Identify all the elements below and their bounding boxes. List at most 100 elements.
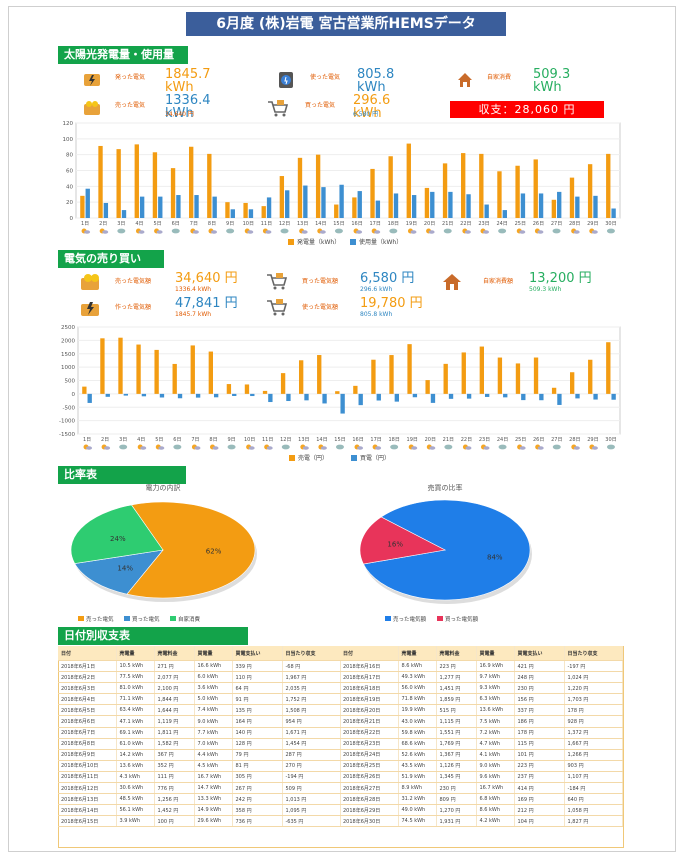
bar-series1 (262, 390, 268, 394)
table-cell: 1,270 円 (436, 804, 477, 817)
bar-series1 (533, 357, 539, 394)
table-cell: 51.9 kWh (398, 771, 437, 784)
table-cell: 9.7 kWh (476, 671, 515, 684)
section-solar-header: 太陽光発電量・使用量 (58, 46, 188, 64)
table-cell: 515 円 (436, 704, 477, 717)
table-cell: 1,115 円 (436, 715, 477, 728)
table-cell: 135 円 (232, 704, 283, 717)
table-cell: 2018年6月22日 (340, 727, 399, 739)
table-cell: 81.0 kWh (116, 682, 155, 695)
table-cell: 14.2 kWh (116, 749, 155, 761)
bar-series2 (430, 191, 435, 218)
table-cell: -194 円 (282, 771, 341, 784)
table-row: 2018年6月21日 43.0 kWh 1,115 円 7.5 kWh 186 円 928… (340, 715, 623, 728)
table-cell: 61.0 kWh (116, 738, 155, 750)
bar-series2 (105, 393, 110, 397)
table-cell: 7.2 kWh (476, 727, 515, 739)
table-header-row: 日付 売電量 売電料金 買電量 買電支払い 日当たり収支 (58, 646, 341, 661)
bar-series2 (177, 393, 183, 399)
bar-series1 (134, 144, 139, 218)
weather-cloud-icon (84, 230, 91, 234)
table-cell: 2018年6月21日 (340, 715, 399, 728)
table-cell: 91 円 (232, 693, 283, 706)
x-tick-label: 22日 (461, 437, 472, 443)
bought-label: 買った電気 (305, 102, 336, 109)
y-tick-label: 500 (65, 379, 76, 385)
table-cell: 5.0 kWh (194, 693, 233, 706)
table-row: 2018年6月1日 10.5 kWh 271 円 16.6 kWh 339 円 -68 円 (58, 660, 341, 673)
table-cell: 367 円 (154, 749, 195, 761)
weather-cloud-icon (552, 444, 561, 450)
bar-series1 (442, 163, 448, 218)
table-cell: 230 円 (436, 782, 477, 795)
column-header: 日当たり収支 (282, 646, 341, 661)
bar-series1 (136, 344, 141, 394)
bar-series1 (226, 384, 232, 394)
x-tick-label: 13日 (297, 221, 308, 227)
table-cell: 1,107 円 (564, 771, 623, 784)
table-cell: 74.5 kWh (398, 815, 437, 828)
bar-series2 (158, 196, 163, 218)
x-tick-label: 19日 (407, 437, 418, 443)
section-ratio-header: 比率表 (58, 466, 186, 484)
bar-series1 (424, 187, 430, 218)
bar-series1 (551, 387, 557, 394)
weather-cloud-icon (140, 446, 147, 450)
table-cell: 81 円 (232, 760, 283, 772)
table-cell: 4.1 kWh (476, 749, 515, 761)
bar-series1 (297, 157, 303, 218)
use-cart-icon (267, 299, 288, 316)
table-cell: 7.7 kWh (194, 727, 233, 739)
legend-label-series2: 使用量（kWh） (359, 238, 402, 246)
table-cell: 1,454 円 (282, 738, 341, 750)
x-tick-label: 6日 (172, 221, 180, 227)
y-tick-label: 40 (66, 184, 73, 190)
bar-series1 (243, 202, 248, 218)
weather-cloud-icon (247, 230, 254, 234)
table-cell: 29.6 kWh (194, 815, 233, 828)
bar-series1 (353, 385, 358, 394)
bar-series2 (268, 393, 273, 403)
y-tick-label: 1000 (61, 365, 75, 371)
trade-ratio-pie: 売買の比率 84% 16% 売った電気額 買った電気額 (359, 483, 532, 623)
bar-series1 (569, 177, 575, 218)
table-cell: 414 円 (514, 782, 565, 795)
x-tick-label: 15日 (333, 221, 344, 227)
bar-series2 (503, 393, 508, 398)
bought-amount-label: 買った電気額 (302, 278, 339, 285)
bought-value: 296.6 kWh (353, 93, 391, 121)
bar-series2 (339, 184, 344, 218)
bar-series2 (250, 393, 255, 397)
bar-series2 (593, 195, 598, 218)
table-cell: 64 円 (232, 682, 283, 695)
table-row: 2018年6月25日 43.5 kWh 1,126 円 9.0 kWh 223 円 903… (340, 760, 623, 772)
table-cell: 9.0 kWh (476, 760, 515, 772)
x-tick-label: 28日 (569, 437, 580, 443)
bar-series2 (321, 187, 326, 218)
legend-swatch (78, 616, 84, 621)
table-cell: 59.8 kWh (398, 727, 437, 739)
table-cell: 1,266 円 (564, 749, 623, 761)
weather-cloud-icon (104, 446, 111, 450)
pie-title: 電力の内訳 (146, 483, 181, 492)
bar-series2 (141, 393, 147, 397)
weather-cloud-icon (410, 230, 417, 234)
y-tick-label: 20 (66, 200, 73, 206)
pie-slice (74, 549, 164, 595)
bar-series1 (244, 384, 250, 394)
table-cell: 16.7 kWh (194, 771, 233, 784)
column-header: 売電量 (398, 646, 437, 661)
bar-series1 (118, 337, 123, 394)
gen-amount-sub: 1845.7 kWh (175, 311, 212, 318)
bar-series2 (448, 393, 454, 399)
bar-series2 (394, 393, 400, 402)
table-cell: 169 円 (514, 793, 565, 806)
x-tick-label: 26日 (533, 437, 544, 443)
used-label: 使った電気 (310, 74, 341, 81)
table-cell: 49.0 kWh (398, 804, 437, 817)
table-cell: -635 円 (282, 815, 341, 828)
balance-badge: 収支：28,060 円 (450, 101, 604, 118)
table-cell: 8.6 kWh (398, 660, 437, 673)
column-header: 売電量 (116, 646, 155, 661)
weather-cloud-icon (356, 230, 363, 234)
